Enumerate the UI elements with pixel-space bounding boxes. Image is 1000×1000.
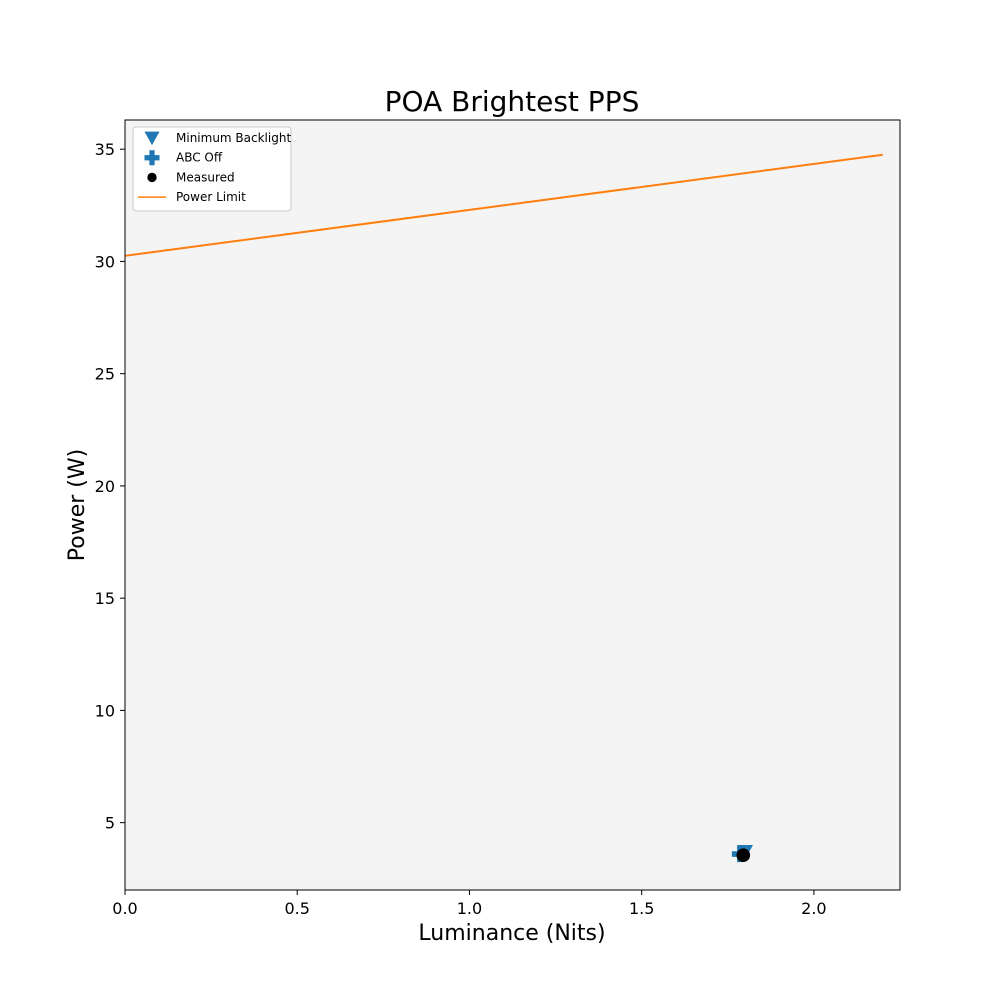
power-limit-line	[124, 153, 883, 257]
y-axis-label: Power (W)	[65, 449, 90, 561]
x-tick-label: 0.5	[284, 899, 309, 918]
y-tick-label: 15	[95, 589, 115, 608]
x-tick-label: 0.0	[112, 899, 137, 918]
x-tick-label: 1.5	[629, 899, 654, 918]
y-axis: 5 10 15 20 25 30 35	[95, 140, 125, 833]
legend-swatch-measured	[147, 172, 157, 183]
chart-title: POA Brightest PPS	[385, 85, 640, 118]
y-tick-label: 35	[95, 140, 115, 159]
y-tick-label: 30	[95, 252, 115, 271]
legend-swatch-minimum-backlight	[144, 131, 160, 146]
x-tick-label: 1.0	[457, 899, 482, 918]
y-tick-label: 10	[95, 701, 115, 720]
y-tick-label: 5	[105, 814, 115, 833]
measured-point	[736, 848, 751, 863]
legend-label-abc-off: ABC Off	[176, 151, 223, 165]
legend-label-power-limit: Power Limit	[176, 190, 246, 204]
plot-frame	[124, 119, 901, 891]
plot-area	[125, 120, 900, 890]
y-tick-label: 20	[95, 477, 115, 496]
x-axis-label: Luminance (Nits)	[418, 921, 605, 946]
x-axis: 0.0 0.5 1.0 1.5 2.0	[112, 890, 827, 918]
y-tick-label: 25	[95, 365, 115, 384]
legend-label-minimum-backlight: Minimum Backlight	[176, 131, 291, 145]
legend-swatch-abc-off	[144, 150, 160, 166]
legend-label-measured: Measured	[176, 170, 235, 184]
x-tick-label: 2.0	[801, 899, 826, 918]
legend: Minimum Backlight ABC Off Measured Power Li…	[132, 126, 292, 212]
legend-box	[132, 126, 292, 212]
